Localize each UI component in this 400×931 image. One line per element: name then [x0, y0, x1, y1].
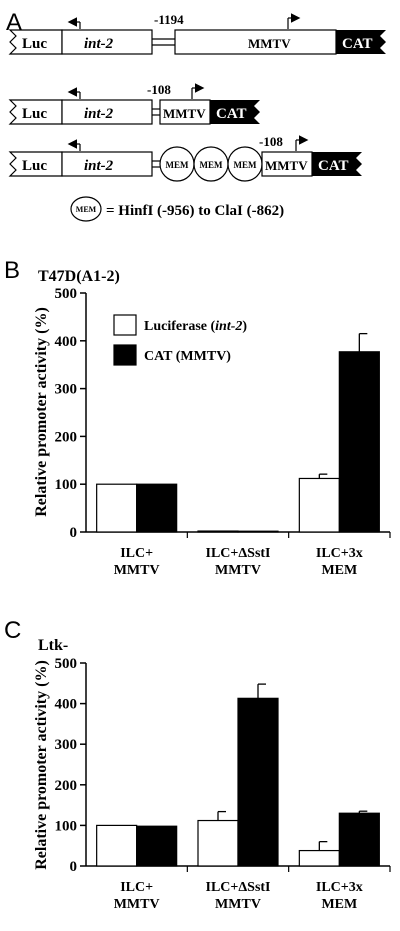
- cat-label: CAT: [342, 36, 373, 52]
- mem-legend: MEM = HinfI (-956) to ClaI (-862): [70, 196, 284, 222]
- bar: [197, 530, 239, 533]
- y-tick-label: 400: [55, 697, 78, 713]
- x-tick-label: MMTV: [114, 563, 160, 578]
- construct-mem-mmtv: Luc int-2 MEM MEM MEM MMTV -108 CAT: [8, 134, 362, 182]
- y-tick-label: 200: [55, 778, 78, 794]
- x-tick-label: MMTV: [215, 897, 261, 912]
- panel-letter-b: B: [4, 257, 20, 284]
- y-tick-label: 300: [55, 737, 78, 753]
- x-tick-label: ILC+3x: [316, 546, 363, 561]
- cat-label: CAT: [216, 106, 247, 122]
- chart-panel-c: C Ltk- Relative promoter activity (%) 0 1…: [4, 617, 391, 912]
- y-axis-label: Relative promoter activity (%): [33, 307, 50, 517]
- x-tick-label: ILC+: [120, 546, 153, 561]
- bar: [338, 812, 380, 867]
- int2-box: [61, 29, 153, 55]
- bar: [96, 824, 138, 867]
- y-tick-label: 100: [55, 818, 78, 834]
- x-tick-label: ILC+3x: [316, 880, 363, 895]
- x-tick-label: MMTV: [114, 897, 160, 912]
- luc-label: Luc: [22, 106, 47, 122]
- bar: [237, 530, 279, 533]
- x-tick-label: MEM: [321, 897, 357, 912]
- legend-swatch: [113, 314, 137, 336]
- bar: [96, 483, 138, 533]
- mem-legend-symbol: [70, 196, 102, 222]
- chart-title: Ltk-: [38, 637, 68, 654]
- y-tick-label: 400: [55, 334, 78, 350]
- mem-legend-symbol-label: MEM: [76, 205, 97, 214]
- mmtv-label: MMTV: [248, 36, 291, 51]
- construct-short-mmtv: Luc int-2 MMTV -108 CAT: [8, 82, 260, 125]
- int2-box: [61, 99, 153, 125]
- position-label: -108: [259, 134, 283, 149]
- y-tick-label: 100: [55, 477, 78, 493]
- y-tick-label: 0: [70, 859, 78, 875]
- bar: [338, 351, 380, 533]
- luc-label: Luc: [22, 158, 47, 174]
- int2-box: [61, 151, 153, 177]
- chart-panel-b: B T47D(A1-2) Relative promoter activity …: [4, 257, 391, 578]
- legend-label: Luciferase (int-2): [144, 319, 247, 334]
- x-tick-label: ILC+ΔSstI: [206, 546, 271, 561]
- cat-box: [336, 30, 386, 54]
- y-tick-label: 500: [55, 656, 78, 672]
- position-label: -108: [147, 82, 171, 97]
- int2-label: int-2: [84, 36, 114, 52]
- y-tick-label: 500: [55, 286, 78, 302]
- position-label: -1194: [154, 12, 184, 27]
- bar: [237, 697, 279, 867]
- bar: [298, 849, 340, 867]
- int2-label: int-2: [84, 106, 114, 122]
- y-tick-label: 0: [70, 525, 78, 541]
- mem-legend-text: = HinfI (-956) to ClaI (-862): [106, 203, 284, 219]
- cat-box: [312, 152, 362, 176]
- chart-title: T47D(A1-2): [38, 268, 120, 285]
- cat-label: CAT: [318, 158, 349, 174]
- mem-label: MEM: [166, 160, 189, 170]
- mem-label: MEM: [200, 160, 223, 170]
- construct-full-mmtv: Luc int-2 MMTV -1194 CAT: [8, 12, 386, 55]
- x-tick-label: MMTV: [215, 563, 261, 578]
- mmtv-box: [159, 99, 211, 125]
- luc-label: Luc: [22, 36, 47, 52]
- mem-label: MEM: [234, 160, 257, 170]
- bar: [197, 819, 239, 867]
- legend-swatch: [113, 344, 137, 366]
- x-tick-label: MEM: [321, 563, 357, 578]
- y-axis-label: Relative promoter activity (%): [33, 660, 50, 870]
- mmtv-box: [174, 29, 337, 55]
- panel-letter-c: C: [4, 617, 21, 644]
- legend-label: CAT (MMTV): [144, 349, 231, 364]
- x-tick-label: ILC+: [120, 880, 153, 895]
- bar: [298, 477, 340, 533]
- int2-label: int-2: [84, 158, 114, 174]
- y-tick-label: 200: [55, 429, 78, 445]
- bar: [136, 825, 178, 867]
- bar: [136, 483, 178, 533]
- mmtv-label: MMTV: [265, 158, 308, 173]
- x-tick-label: ILC+ΔSstI: [206, 880, 271, 895]
- y-tick-label: 300: [55, 382, 78, 398]
- panel-letter-a: A: [6, 9, 22, 36]
- mmtv-label: MMTV: [163, 106, 206, 121]
- cat-box: [210, 100, 260, 124]
